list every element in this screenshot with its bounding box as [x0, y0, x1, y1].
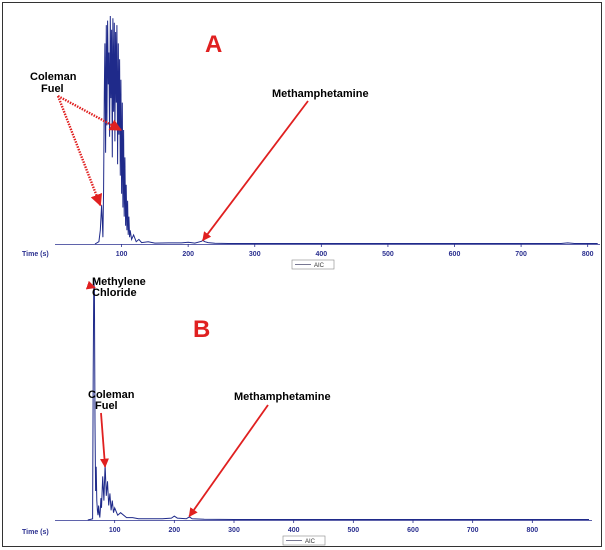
panel-b-x-tick-label: 500 — [347, 527, 359, 534]
panel-a-coleman-fuel-arrow-1 — [56, 95, 102, 207]
panel-a-x-axis-label: Time (s) — [22, 251, 49, 258]
panel-b-x-tick-label: 400 — [288, 527, 300, 534]
panel-b-x-axis-label: Time (s) — [22, 529, 49, 536]
panel-a-methamphetamine-arrow — [202, 100, 309, 242]
panel-b-annotation-coleman-fuel: Coleman Fuel — [88, 389, 135, 468]
panel-b-label: B — [193, 316, 210, 343]
panel-b-series-aic — [87, 277, 589, 521]
panel-a-x-tick-label: 600 — [449, 251, 461, 258]
panel-b-x-ticks: 100 200 300 400 500 600 700 800 — [109, 520, 538, 534]
panel-a: A 100 200 300 400 500 600 700 800 Time (s) AIC … — [22, 15, 600, 270]
panel-b-x-tick-label: 800 — [526, 527, 538, 534]
panel-b-coleman-fuel-line1: Coleman — [88, 389, 135, 401]
panel-b-x-tick-label: 600 — [407, 527, 419, 534]
panel-b-methylene-chloride-line2: Chloride — [92, 287, 137, 299]
panel-b-annotation-methamphetamine: Methamphetamine — [188, 391, 331, 518]
panel-a-label: A — [205, 31, 222, 58]
panel-b-legend-box — [282, 535, 326, 546]
panel-b-x-tick-label: 300 — [228, 527, 240, 534]
panel-b-legend: AIC — [282, 535, 326, 546]
panel-a-x-tick-label: 700 — [515, 251, 527, 258]
panel-a-x-tick-label: 500 — [382, 251, 394, 258]
panel-a-coleman-fuel-line1: Coleman — [30, 71, 77, 83]
panel-b-x-tick-label: 200 — [168, 527, 180, 534]
panel-b-x-tick-label: 700 — [467, 527, 479, 534]
panel-a-legend-box — [291, 259, 335, 270]
panel-b-annotation-methylene-chloride: Methylene Chloride — [85, 276, 146, 299]
panel-b-methamphetamine-label: Methamphetamine — [234, 391, 331, 403]
panel-a-x-tick-label: 400 — [315, 251, 327, 258]
panel-b-coleman-fuel-line2: Fuel — [95, 400, 118, 412]
panel-b-methylene-chloride-line1: Methylene — [92, 276, 146, 288]
panel-b-coleman-fuel-arrow — [99, 412, 109, 468]
panel-b-legend-entry-aic: AIC — [305, 539, 316, 545]
panel-a-x-tick-label: 200 — [182, 251, 194, 258]
panel-a-annotation-methamphetamine: Methamphetamine — [202, 88, 369, 242]
panel-b: B 100 200 300 400 500 600 700 800 Time (s) AIC … — [22, 276, 592, 546]
panel-a-legend: AIC — [291, 259, 335, 270]
panel-a-series-aic — [94, 15, 598, 245]
panel-b-x-tick-label: 100 — [109, 527, 121, 534]
panel-b-methylene-chloride-arrow — [85, 280, 96, 290]
panel-a-x-ticks: 100 200 300 400 500 600 700 800 — [116, 244, 594, 258]
panel-a-coleman-fuel-arrow-2 — [57, 94, 122, 132]
panel-a-annotation-coleman-fuel: Coleman Fuel — [30, 71, 122, 207]
panel-a-legend-entry-aic: AIC — [314, 263, 325, 269]
panel-a-x-tick-label: 800 — [582, 251, 594, 258]
panel-a-x-tick-label: 100 — [116, 251, 128, 258]
panel-a-x-tick-label: 300 — [249, 251, 261, 258]
panel-a-methamphetamine-label: Methamphetamine — [272, 88, 369, 100]
panel-b-methamphetamine-arrow — [188, 404, 269, 518]
panel-a-coleman-fuel-line2: Fuel — [41, 83, 64, 95]
